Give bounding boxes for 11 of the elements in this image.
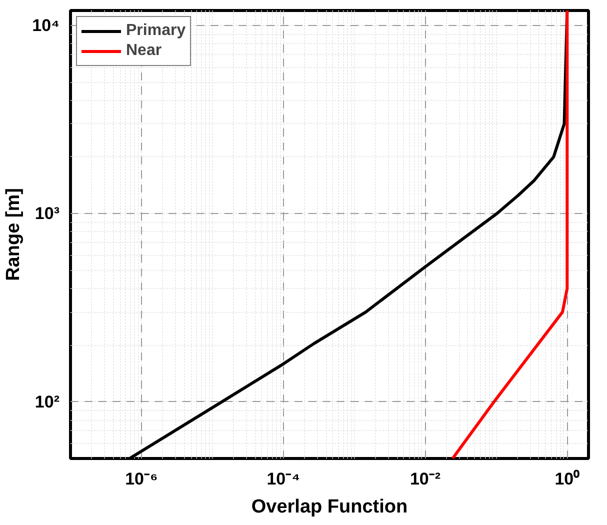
x-tick-label: 10⁻⁶ (125, 470, 158, 488)
x-tick-label: 10⁻² (410, 470, 441, 488)
x-tick-label: 10⁰ (554, 470, 580, 488)
x-tick-label: 10⁻⁴ (266, 470, 300, 488)
legend-label: Primary (126, 22, 186, 40)
y-tick-label: 10³ (34, 204, 60, 224)
x-axis-title: Overlap Function (251, 496, 408, 518)
y-tick-label: 10⁴ (32, 16, 60, 35)
y-axis-title: Range [m] (3, 188, 24, 281)
y-tick-label: 10² (34, 392, 60, 412)
legend-label: Near (126, 42, 162, 60)
